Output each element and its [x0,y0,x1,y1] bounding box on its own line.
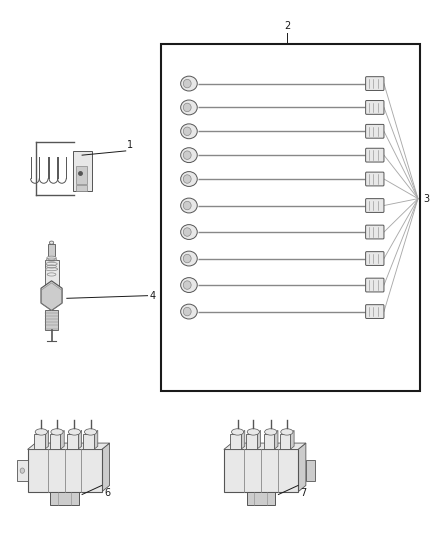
Ellipse shape [180,198,197,213]
Bar [45,260,58,289]
FancyBboxPatch shape [365,305,383,318]
Ellipse shape [183,127,191,135]
Bar [76,185,87,191]
Polygon shape [45,430,48,449]
Ellipse shape [180,224,197,239]
Ellipse shape [68,429,81,435]
Ellipse shape [180,76,197,91]
Text: 3: 3 [423,193,429,204]
Bar [230,433,240,449]
Text: 1: 1 [127,140,133,150]
Bar [223,449,297,492]
FancyBboxPatch shape [365,172,383,186]
Text: 2: 2 [283,21,290,30]
Ellipse shape [280,429,292,435]
Ellipse shape [183,175,191,183]
Ellipse shape [183,308,191,316]
Ellipse shape [247,429,259,435]
Polygon shape [223,443,305,449]
Polygon shape [41,281,62,311]
Ellipse shape [46,262,57,265]
Ellipse shape [180,148,197,163]
Ellipse shape [183,254,191,263]
Ellipse shape [46,268,57,271]
FancyBboxPatch shape [365,278,383,292]
Bar [83,433,94,449]
Ellipse shape [180,278,197,293]
Bar [67,433,78,449]
Bar [50,492,79,505]
Ellipse shape [180,124,197,139]
Bar [34,433,45,449]
FancyBboxPatch shape [365,252,383,265]
Ellipse shape [183,201,191,210]
Ellipse shape [180,172,197,187]
Ellipse shape [180,251,197,266]
FancyBboxPatch shape [365,148,383,162]
Text: 7: 7 [300,488,306,498]
Bar [48,244,55,256]
Polygon shape [94,430,98,449]
Polygon shape [273,430,277,449]
Polygon shape [297,443,305,492]
Polygon shape [60,430,64,449]
Ellipse shape [183,151,191,159]
Polygon shape [240,430,244,449]
FancyBboxPatch shape [365,124,383,138]
Polygon shape [102,443,110,492]
Ellipse shape [180,304,197,319]
Bar [43,134,93,198]
Ellipse shape [49,241,53,244]
Bar [305,460,314,481]
Ellipse shape [264,429,276,435]
Ellipse shape [51,429,63,435]
FancyBboxPatch shape [365,199,383,213]
Ellipse shape [183,103,191,112]
Polygon shape [28,443,110,449]
Bar [46,310,57,330]
Polygon shape [290,430,293,449]
Bar [279,433,290,449]
FancyBboxPatch shape [365,225,383,239]
Ellipse shape [183,79,191,88]
Ellipse shape [183,281,191,289]
Bar [246,433,256,449]
Ellipse shape [180,100,197,115]
FancyBboxPatch shape [365,101,383,114]
Text: 6: 6 [104,488,110,498]
Bar [160,44,419,391]
Polygon shape [78,430,81,449]
Ellipse shape [47,256,56,260]
Text: 4: 4 [149,290,155,301]
Bar [73,151,92,191]
FancyBboxPatch shape [365,77,383,91]
Ellipse shape [84,429,96,435]
Ellipse shape [35,429,47,435]
Ellipse shape [20,468,25,473]
Bar [263,433,273,449]
Bar [49,433,60,449]
Bar [28,449,102,492]
Ellipse shape [183,228,191,236]
Ellipse shape [231,429,243,435]
Bar [17,460,28,481]
Polygon shape [256,430,260,449]
Bar [76,166,87,184]
Bar [246,492,275,505]
